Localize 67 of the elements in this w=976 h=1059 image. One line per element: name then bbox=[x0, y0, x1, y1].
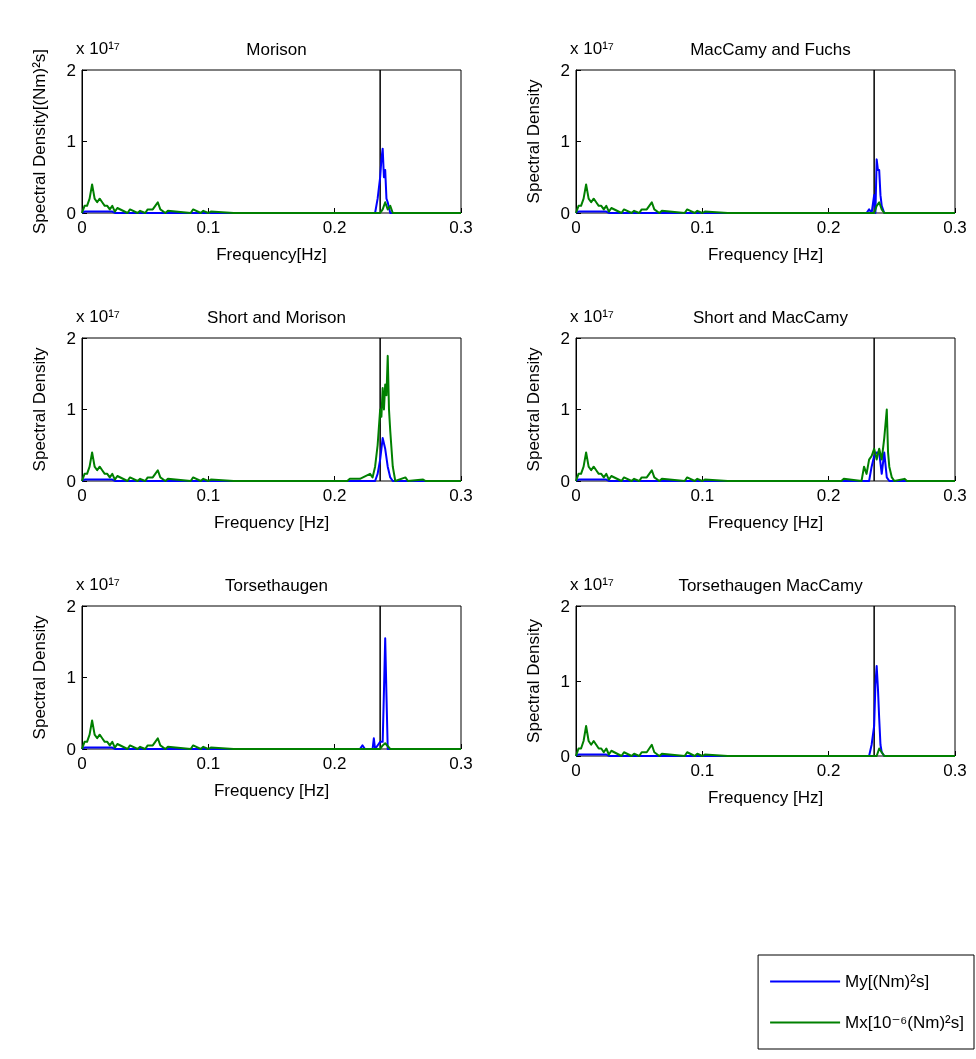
x-tick-label: 0.2 bbox=[322, 754, 347, 773]
y-tick-label: 1 bbox=[560, 400, 570, 419]
chart-title: Short and Morison bbox=[207, 308, 346, 327]
line-series bbox=[81, 719, 462, 750]
x-tick-label: 0.2 bbox=[816, 218, 841, 237]
x-tick-label: 0.3 bbox=[449, 218, 473, 237]
y-tick-label: 0 bbox=[66, 739, 76, 759]
x-tick-label: 0.1 bbox=[196, 218, 221, 237]
line-series bbox=[81, 354, 462, 482]
chart-title: Torsethaugen bbox=[224, 576, 329, 595]
x-tick-label: 0.2 bbox=[322, 218, 347, 237]
legend-label: My[(Nm)²s] bbox=[845, 972, 930, 991]
x-axis-title: Frequency [Hz] bbox=[707, 245, 824, 264]
x-tick-label: 0.1 bbox=[196, 486, 221, 505]
line-series bbox=[575, 408, 956, 482]
chart-title: Torsethaugen MacCamy bbox=[678, 576, 864, 595]
text: x 10¹⁷ bbox=[76, 575, 120, 594]
y-tick-label: 0 bbox=[66, 471, 76, 491]
y-tick-label: 0 bbox=[560, 203, 570, 223]
y-tick-label: 2 bbox=[560, 60, 570, 80]
x-tick-label: 0.2 bbox=[322, 486, 347, 505]
x-axis-title: Frequency [Hz] bbox=[707, 513, 824, 532]
x-tick-label: 0.2 bbox=[816, 486, 841, 505]
x-tick-label: 0.1 bbox=[690, 218, 715, 237]
y-tick-label: 2 bbox=[66, 596, 76, 616]
x-tick-label: 0.3 bbox=[449, 754, 473, 773]
x-axis-title: Frequency [Hz] bbox=[213, 513, 330, 532]
y-tick-label: 2 bbox=[560, 328, 570, 348]
x-axis-title: Frequency[Hz] bbox=[216, 245, 327, 264]
line-series bbox=[575, 183, 956, 214]
x-tick-label: 0.1 bbox=[690, 486, 715, 505]
chart-title: Morison bbox=[246, 40, 307, 59]
text: x 10¹⁷ bbox=[76, 307, 120, 326]
x-tick-label: 0.1 bbox=[690, 761, 715, 780]
text: x 10¹⁷ bbox=[570, 39, 614, 58]
text: x 10¹⁷ bbox=[76, 39, 120, 58]
x-axis-title: Frequency [Hz] bbox=[213, 781, 330, 800]
x-tick-label: 0.3 bbox=[449, 486, 473, 505]
y-tick-label: 2 bbox=[560, 596, 570, 616]
y-axis-title: Spectral Density bbox=[524, 618, 543, 743]
line-series bbox=[575, 725, 956, 757]
y-tick-label: 1 bbox=[66, 400, 76, 419]
chart-title: MacCamy and Fuchs bbox=[690, 40, 851, 59]
y-axis-title: Spectral Density[(Nm)²s] bbox=[30, 48, 49, 235]
y-axis-title: Spectral Density bbox=[524, 79, 543, 204]
y-axis-title: Spectral Density bbox=[524, 347, 543, 472]
y-tick-label: 2 bbox=[66, 328, 76, 348]
x-tick-label: 0.1 bbox=[196, 754, 221, 773]
x-tick-label: 0.3 bbox=[943, 486, 967, 505]
y-axis-title: Spectral Density bbox=[30, 615, 49, 740]
legend-label: Mx[10⁻⁶(Nm)²s] bbox=[845, 1013, 965, 1032]
y-axis-title: Spectral Density bbox=[30, 347, 49, 472]
y-tick-label: 0 bbox=[560, 471, 570, 491]
text: x 10¹⁷ bbox=[570, 307, 614, 326]
chart-title: Short and MacCamy bbox=[693, 308, 849, 327]
y-tick-label: 1 bbox=[66, 132, 76, 151]
x-tick-label: 0.2 bbox=[816, 761, 841, 780]
x-tick-label: 0.3 bbox=[943, 218, 967, 237]
x-axis-title: Frequency [Hz] bbox=[707, 788, 824, 807]
y-tick-label: 0 bbox=[66, 203, 76, 223]
y-tick-label: 1 bbox=[560, 132, 570, 151]
x-tick-label: 0.3 bbox=[943, 761, 967, 780]
text: x 10¹⁷ bbox=[570, 575, 614, 594]
y-tick-label: 1 bbox=[560, 671, 570, 691]
line-series bbox=[81, 183, 462, 214]
y-tick-label: 2 bbox=[66, 60, 76, 80]
y-tick-label: 1 bbox=[66, 668, 76, 687]
